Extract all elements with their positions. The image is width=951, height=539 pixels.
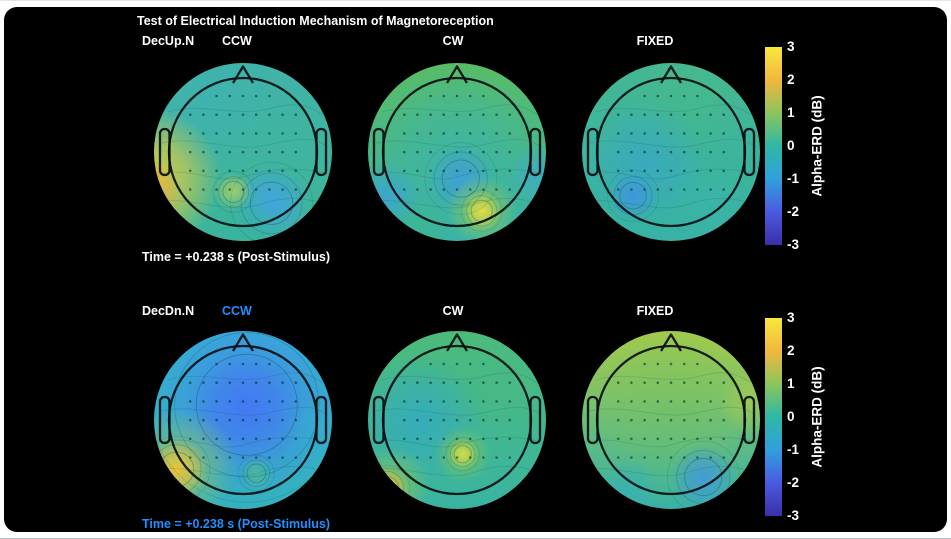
topomap-decupn-ccw [154,63,332,241]
row1-time-label: Time = +0.238 s (Post-Stimulus) [142,250,331,264]
colorbar-tick: 1 [787,105,795,120]
topomap-decupn-cw [368,63,546,241]
colorbar-row2 [765,318,782,516]
colorbar-tick: -1 [787,171,800,186]
colorbar-tick: 0 [787,409,795,424]
row2-cw-label: CW [442,304,464,318]
colorbar-tick: 3 [787,310,795,325]
row2-time-label: Time = +0.238 s (Post-Stimulus) [142,517,331,531]
row1-ccw-label: CCW [222,34,252,48]
row2-ccw-label: CCW [222,304,252,318]
colorbar-row2-ticks: 3 2 1 0 -1 -2 -3 [787,311,817,523]
row1-fixed-label: FIXED [636,34,674,48]
topomap-decupn-fixed [582,63,760,241]
figure-background: Test of Electrical Induction Mechanism o… [4,7,947,532]
colorbar-tick: -2 [787,475,800,490]
row1-cw-label: CW [442,34,464,48]
colorbar-tick: -3 [787,237,800,252]
colorbar-row2-label: Alpha-ERD (dB) [809,366,825,468]
colorbar-row1-label: Alpha-ERD (dB) [809,95,825,197]
row2-fixed-label: FIXED [636,304,674,318]
colorbar-tick: 2 [787,343,795,358]
colorbar-tick: -1 [787,442,800,457]
colorbar-tick: 0 [787,138,795,153]
figure-title: Test of Electrical Induction Mechanism o… [137,14,494,28]
topomap-decdnn-ccw [154,331,332,509]
row2-label: DecDn.N [142,304,195,318]
colorbar-tick: -3 [787,508,800,523]
colorbar-row1 [765,47,782,245]
colorbar-tick: 2 [787,72,795,87]
colorbar-tick: 1 [787,376,795,391]
colorbar-tick: -2 [787,204,800,219]
topomap-decdnn-fixed [582,331,760,509]
colorbar-tick: 3 [787,39,795,54]
row1-label: DecUp.N [142,34,195,48]
colorbar-row1-ticks: 3 2 1 0 -1 -2 -3 [787,40,817,252]
topomap-decdnn-cw [368,331,546,509]
